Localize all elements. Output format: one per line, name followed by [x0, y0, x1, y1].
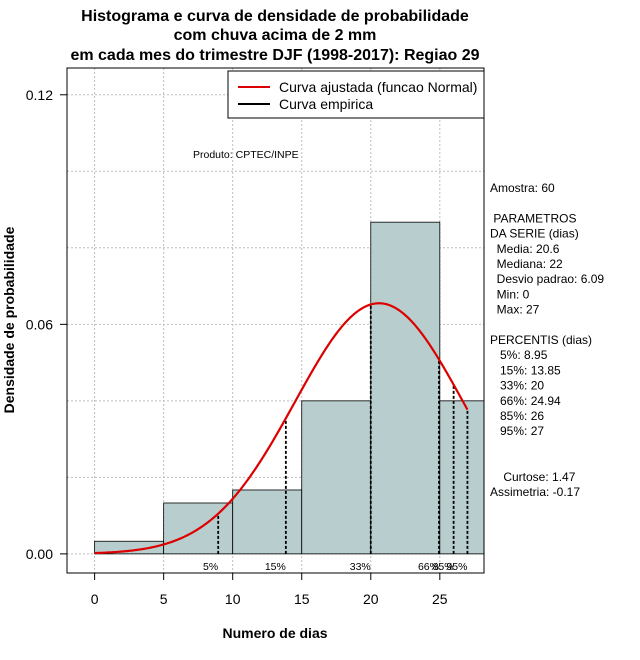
percentile-label: 95% — [446, 561, 467, 573]
stats-line: 33%: 20 — [490, 379, 544, 393]
percentile-label: 85% — [433, 561, 454, 573]
stats-line: 95%: 27 — [490, 424, 544, 438]
y-tick-label: 0.06 — [26, 316, 53, 332]
curve-layer — [94, 302, 469, 555]
axis-layer: 0 5 10 15 20 25 0.00 0.06 0.12 — [26, 87, 448, 607]
x-tick-label: 20 — [363, 591, 379, 607]
legend-empirical-label: Curva empirica — [279, 96, 373, 112]
stats-line: Min: 0 — [490, 287, 530, 301]
stats-line: Max: 27 — [490, 303, 540, 317]
legend-fit-label: Curva ajustada (funcao Normal) — [279, 79, 477, 95]
legend-box — [227, 70, 485, 119]
chart-title-line-3: em cada mes do trimestre DJF (1998-2017)… — [70, 47, 479, 64]
histogram-bar — [439, 400, 485, 555]
stats-line: PERCENTIS (dias) — [490, 333, 592, 347]
x-tick-label: 25 — [432, 591, 448, 607]
x-tick-label: 0 — [91, 591, 99, 607]
x-tick-label: 10 — [225, 591, 241, 607]
stats-line: Media: 20.6 — [490, 242, 560, 256]
stats-line: DA SERIE (dias) — [490, 227, 579, 241]
stats-line: 15%: 13.85 — [490, 363, 561, 377]
x-tick-label: 15 — [294, 591, 310, 607]
stats-line: PARAMETROS — [490, 211, 576, 225]
stats-line: Assimetria: -0.17 — [490, 485, 580, 499]
stats-line: Curtose: 1.47 — [490, 470, 576, 484]
percentile-label: 15% — [265, 561, 286, 573]
y-tick-label: 0.00 — [26, 546, 53, 562]
normal-fit-curve — [94, 302, 469, 555]
histogram-bar — [370, 221, 441, 555]
chart-title-line-2: com chuva acima de 2 mm — [174, 27, 377, 44]
percentile-label: 33% — [350, 561, 371, 573]
stats-line: Amostra: 60 — [490, 181, 555, 195]
x-axis-label: Numero de dias — [222, 625, 327, 641]
stats-line: Mediana: 22 — [490, 257, 563, 271]
bars-layer — [94, 221, 485, 555]
stats-line: 5%: 8.95 — [490, 348, 548, 362]
histogram-bar — [301, 400, 372, 555]
y-axis-label: Densidade de probabilidade — [1, 226, 17, 413]
percentile-label: 66% — [418, 561, 439, 573]
legend: Curva ajustada (funcao Normal) Curva emp… — [227, 70, 485, 119]
histogram-bar — [232, 489, 303, 555]
product-note: Produto: CPTEC/INPE — [193, 149, 299, 161]
stats-line: 85%: 26 — [490, 409, 544, 423]
y-tick-label: 0.12 — [26, 87, 53, 103]
percentile-layer: 5% 15% 33% 66%85%95% — [203, 304, 469, 573]
percentile-label: 5% — [203, 561, 218, 573]
x-tick-label: 5 — [160, 591, 168, 607]
statistics-panel: Amostra: 60 PARAMETROS DA SERIE (dias) Me… — [490, 181, 604, 499]
stats-line: Desvio padrao: 6.09 — [490, 272, 604, 286]
stats-line: 66%: 24.94 — [490, 394, 561, 408]
chart-title-line-1: Histograma e curva de densidade de proba… — [81, 8, 469, 25]
